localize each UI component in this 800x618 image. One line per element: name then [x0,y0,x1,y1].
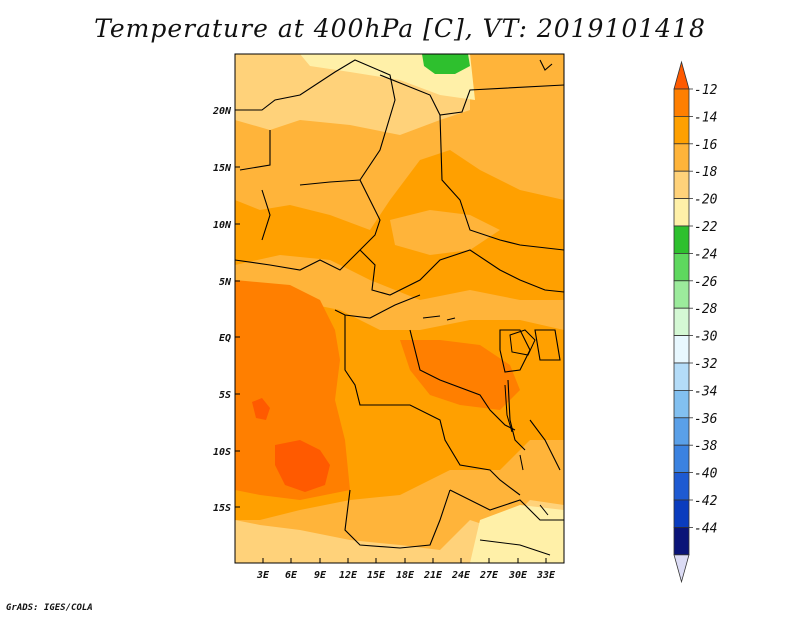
colorbar-label: -20 [694,193,718,208]
lat-tick-label: 10S [213,447,231,458]
colorbar-swatch [673,280,690,309]
colorbar-label: -44 [694,521,717,536]
lat-tick-label: 10N [213,220,232,231]
lat-tick-label: 5N [219,277,232,288]
colorbar-label: -14 [694,110,717,125]
colorbar-label: -22 [694,220,718,235]
colorbar-label: -34 [694,384,717,399]
colorbar-label: -40 [694,467,718,482]
colorbar-swatch [673,499,690,528]
colorbar-swatch [673,225,690,254]
lat-tick-label: 15S [213,503,231,514]
colorbar-swatch [673,88,690,117]
lat-tick-label: 5S [219,390,231,401]
colorbar-swatch [673,170,690,199]
colorbar-label: -30 [694,330,718,345]
temperature-field [235,54,564,563]
lon-tick-label: 6E [285,570,298,581]
colorbar-swatch [673,444,690,474]
colorbar-swatch [673,472,690,501]
colorbar-label: -32 [694,357,718,372]
colorbar-swatch [673,362,690,391]
lat-tick-label: 15N [213,163,232,174]
colorbar-swatch [673,116,690,145]
lat-tick-label: 20N [212,106,232,117]
colorbar-label: -26 [694,275,718,290]
colorbar-label: -24 [694,247,717,262]
lon-tick-label: 12E [339,570,358,581]
field-coolest-band [300,54,564,563]
colorbar-swatch [673,335,690,364]
colorbar-swatch [673,527,690,556]
colorbar-label: -18 [694,165,718,180]
lon-tick-label: 18E [396,570,415,581]
lon-tick-label: 30E [508,570,528,581]
lon-tick-label: 33E [536,570,556,581]
lon-tick-label: 27E [479,570,499,581]
colorbar-swatch [673,143,690,172]
colorbar-swatch [673,198,690,227]
lon-tick-label: 9E [314,570,327,581]
grads-credit: GrADS: IGES/COLA [6,603,93,613]
colorbar-label: -12 [694,83,718,98]
lon-tick-label: 24E [451,570,471,581]
country-borders [235,59,564,556]
map-frame [234,53,565,564]
colorbar-label: -16 [694,138,718,153]
colorbar-top-arrow [673,60,690,90]
colorbar-bottom-arrow [673,554,690,584]
latitude-axis: 20N 15N 10N 5N EQ 5S 10S 15S [212,106,240,514]
longitude-axis: 3E 6E 9E 12E 15E 18E 21E 24E 27E 30E 33E [256,558,556,581]
lake-outlines [422,315,549,516]
field-green-patch [422,54,470,74]
field-hottest-patch [252,398,330,492]
colorbar-swatch [673,252,690,282]
colorbar: -12 -14 -16 -18 -20 -22 -24 -26 -28 -30 -32 -34 -36 -… [673,60,718,584]
chart-title: Temperature at 400hPa [C], VT: 201910141… [94,14,706,43]
colorbar-label: -38 [694,439,718,454]
lon-tick-label: 3E [256,570,270,581]
lon-tick-label: 21E [423,570,443,581]
lon-tick-label: 15E [367,570,386,581]
colorbar-swatch [673,307,690,337]
colorbar-swatch [673,417,690,446]
colorbar-swatch [673,389,690,419]
colorbar-label: -36 [694,412,718,427]
colorbar-label: -42 [694,494,718,509]
colorbar-label: -28 [694,302,718,317]
lat-tick-label: EQ [219,333,231,344]
